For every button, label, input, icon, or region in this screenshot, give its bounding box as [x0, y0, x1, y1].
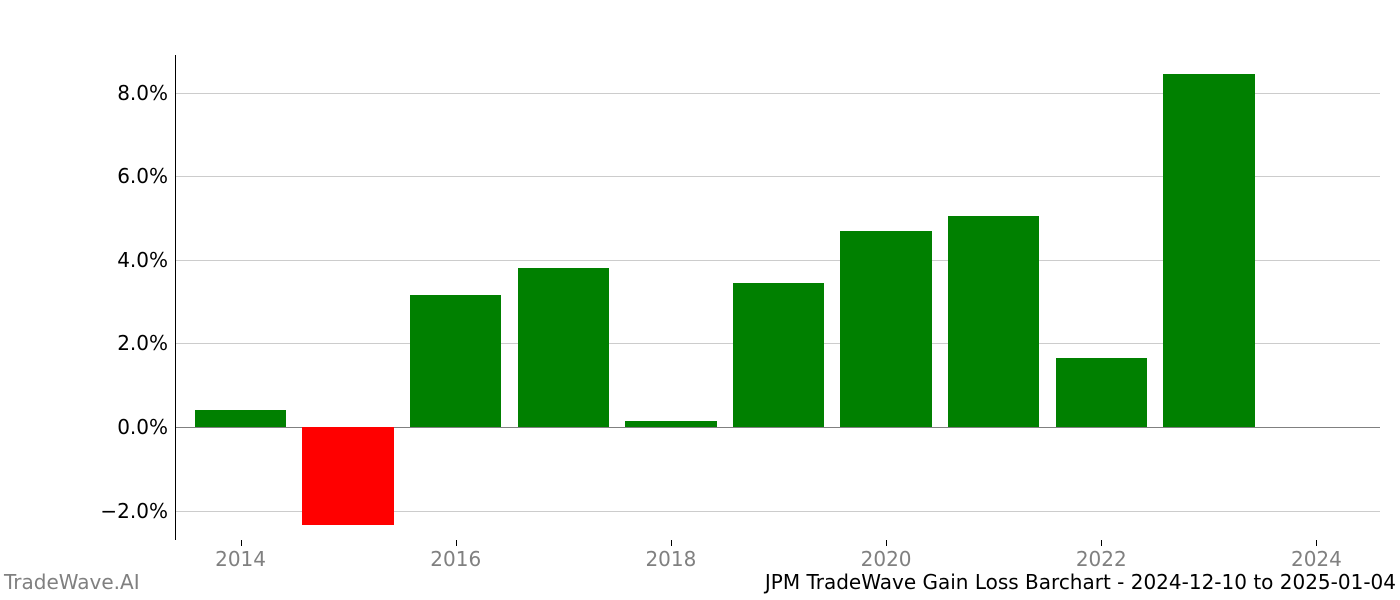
xtick-label: 2024 — [1291, 547, 1342, 571]
ytick-label: 4.0% — [117, 248, 168, 272]
xtick-label: 2014 — [215, 547, 266, 571]
bar — [410, 295, 501, 427]
xtick — [241, 540, 242, 546]
bar — [518, 268, 609, 427]
bar — [840, 231, 931, 428]
xtick — [886, 540, 887, 546]
xtick — [1101, 540, 1102, 546]
ytick-label: 0.0% — [117, 415, 168, 439]
bar — [948, 216, 1039, 427]
ytick-label: 8.0% — [117, 81, 168, 105]
xtick — [1316, 540, 1317, 546]
ytick-label: −2.0% — [100, 499, 168, 523]
bar — [195, 410, 286, 427]
xtick-label: 2020 — [861, 547, 912, 571]
ytick-label: 2.0% — [117, 331, 168, 355]
xtick — [456, 540, 457, 546]
xtick-label: 2022 — [1076, 547, 1127, 571]
ytick-label: 6.0% — [117, 164, 168, 188]
footer-left-text: TradeWave.AI — [4, 570, 140, 594]
bar — [625, 421, 716, 427]
chart-container: 201420162018202020222024 TradeWave.AI JP… — [0, 0, 1400, 600]
xtick — [671, 540, 672, 546]
plot-area: 201420162018202020222024 — [175, 55, 1380, 540]
bar — [302, 427, 393, 525]
footer-right-text: JPM TradeWave Gain Loss Barchart - 2024-… — [765, 570, 1396, 594]
bar — [1056, 358, 1147, 427]
xtick-label: 2018 — [645, 547, 696, 571]
bar — [1163, 74, 1254, 427]
xtick-label: 2016 — [430, 547, 481, 571]
bar — [733, 283, 824, 427]
